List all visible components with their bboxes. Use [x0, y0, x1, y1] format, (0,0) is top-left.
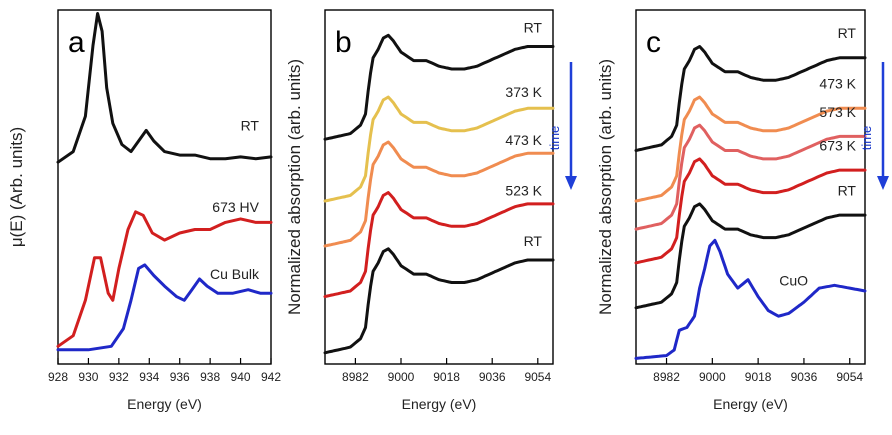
panel-a: 928 930 932 934 936 938 940 942 Energy (eV) μ(E) … — [7, 9, 281, 412]
y-axis-label: Normalized absorption (arb. units) — [596, 59, 615, 315]
series-label: 473 K — [505, 132, 542, 148]
time-arrow: time — [859, 62, 889, 190]
x-tick-label: 936 — [170, 370, 190, 384]
panel-b: 8982 9000 9018 9036 9054 Energy (eV) Normalize… — [285, 9, 577, 412]
panel-letter: c — [646, 26, 661, 59]
x-tick-label: 9018 — [433, 370, 460, 384]
y-axis-label: Normalized absorption (arb. units) — [285, 59, 304, 315]
x-tick-label: 9054 — [524, 370, 551, 384]
plot-frame — [635, 9, 866, 365]
series-line-473-k — [323, 140, 555, 248]
x-tick-label: 938 — [200, 370, 220, 384]
series-line-rt — [323, 247, 555, 355]
x-tick-label: 930 — [78, 370, 98, 384]
series-label: 573 K — [819, 104, 856, 120]
x-tick-label: 9036 — [791, 370, 818, 384]
x-tick-label: 8982 — [342, 370, 369, 384]
x-tick-label: 932 — [109, 370, 129, 384]
series-line-cu-bulk — [56, 263, 273, 352]
x-tick-label: 934 — [139, 370, 159, 384]
time-label: time — [859, 126, 874, 151]
series-line-523-k — [323, 191, 555, 299]
series-label: 473 K — [819, 76, 856, 92]
series-line-473-k — [634, 95, 867, 203]
series-line-673-k — [634, 157, 867, 265]
series-line-573-k — [634, 123, 867, 231]
x-axis-label: Energy (eV) — [402, 396, 477, 412]
panel-letter: a — [68, 26, 85, 59]
series-label: 373 K — [505, 84, 542, 100]
time-label: time — [547, 126, 562, 151]
series-label: CuO — [779, 272, 808, 288]
time-arrow: time — [547, 62, 577, 190]
series-label: RT — [241, 117, 260, 133]
series-line-cuo — [634, 238, 867, 360]
x-tick-label: 8982 — [653, 370, 680, 384]
x-tick-label: 9000 — [699, 370, 726, 384]
series-line-rt — [634, 202, 867, 310]
x-tick-label: 9054 — [836, 370, 863, 384]
panel-letter: b — [335, 26, 352, 59]
x-axis-label: Energy (eV) — [713, 396, 788, 412]
x-tick-label: 9018 — [745, 370, 772, 384]
series-label: 523 K — [505, 182, 542, 198]
series-label: RT — [838, 182, 857, 198]
series-label: RT — [838, 25, 857, 41]
series-label: 673 HV — [212, 199, 259, 215]
x-axis-label: Energy (eV) — [127, 396, 202, 412]
panel-c: 8982 9000 9018 9036 9054 Energy (eV) Normalize… — [596, 9, 889, 412]
x-tick-label: 942 — [261, 370, 281, 384]
plot-frame — [57, 9, 272, 365]
series-label: Cu Bulk — [210, 266, 260, 282]
y-axis-label: μ(E) (Arb. units) — [7, 127, 26, 247]
series-line-373-k — [323, 95, 555, 203]
series-line-rt — [634, 45, 867, 152]
series-line-673-hv — [56, 210, 273, 348]
series-line-rt — [56, 12, 273, 164]
series-label: RT — [524, 233, 543, 249]
plot-frame — [324, 9, 554, 365]
x-tick-label: 9000 — [388, 370, 415, 384]
series-label: 673 K — [819, 137, 856, 153]
x-tick-label: 9036 — [479, 370, 506, 384]
series-line-rt — [323, 33, 555, 141]
x-tick-label: 928 — [48, 370, 68, 384]
series-label: RT — [524, 19, 543, 35]
x-tick-label: 940 — [231, 370, 251, 384]
